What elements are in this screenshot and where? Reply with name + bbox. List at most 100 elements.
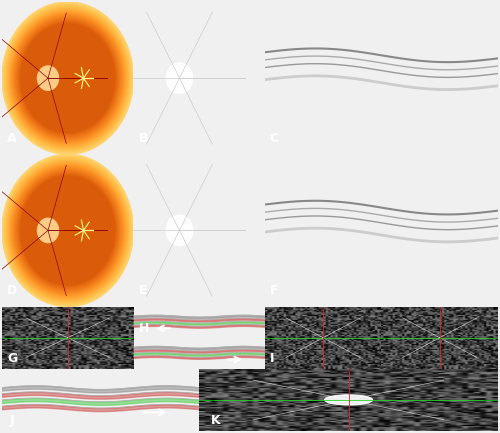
Circle shape <box>8 10 127 147</box>
Circle shape <box>6 159 130 302</box>
Circle shape <box>16 170 120 291</box>
Circle shape <box>16 170 120 291</box>
Circle shape <box>10 12 125 145</box>
Circle shape <box>14 168 122 293</box>
Circle shape <box>15 17 120 139</box>
Circle shape <box>8 162 127 299</box>
Circle shape <box>7 8 128 149</box>
Circle shape <box>12 14 123 142</box>
Circle shape <box>12 14 123 142</box>
Text: H: H <box>138 322 149 335</box>
Circle shape <box>12 166 123 295</box>
Circle shape <box>4 4 132 152</box>
Circle shape <box>14 16 121 140</box>
Circle shape <box>8 10 126 146</box>
Circle shape <box>12 166 124 295</box>
Circle shape <box>6 6 130 150</box>
Text: F: F <box>270 284 278 297</box>
Circle shape <box>10 11 126 145</box>
Circle shape <box>6 7 128 149</box>
Circle shape <box>13 15 122 142</box>
Circle shape <box>19 174 116 287</box>
Circle shape <box>2 154 134 307</box>
Circle shape <box>21 24 114 132</box>
Circle shape <box>166 63 192 94</box>
Circle shape <box>8 8 128 148</box>
Circle shape <box>8 161 128 300</box>
Circle shape <box>12 165 124 296</box>
Circle shape <box>11 165 124 296</box>
Circle shape <box>8 162 126 299</box>
Circle shape <box>12 13 124 143</box>
Circle shape <box>14 15 122 141</box>
Circle shape <box>5 158 130 303</box>
Text: G: G <box>8 352 18 365</box>
Circle shape <box>10 12 125 144</box>
Circle shape <box>16 17 120 139</box>
Circle shape <box>324 395 372 405</box>
Circle shape <box>3 156 132 305</box>
Circle shape <box>2 3 133 154</box>
Circle shape <box>4 157 132 304</box>
Circle shape <box>10 164 125 297</box>
Circle shape <box>3 3 132 153</box>
Circle shape <box>10 165 125 297</box>
Circle shape <box>18 21 117 135</box>
Circle shape <box>18 20 117 136</box>
Text: A: A <box>8 132 17 145</box>
Circle shape <box>166 215 192 246</box>
Circle shape <box>10 11 126 145</box>
Circle shape <box>3 3 132 153</box>
Text: I: I <box>270 352 274 365</box>
Circle shape <box>14 168 122 293</box>
Circle shape <box>18 174 117 288</box>
Circle shape <box>2 155 133 306</box>
Circle shape <box>4 157 131 304</box>
Circle shape <box>3 155 132 306</box>
Circle shape <box>13 167 122 294</box>
Circle shape <box>5 158 130 304</box>
Circle shape <box>20 176 115 285</box>
Text: C: C <box>270 132 278 145</box>
Circle shape <box>12 167 123 294</box>
Circle shape <box>17 171 118 289</box>
Circle shape <box>4 5 131 152</box>
Circle shape <box>5 5 130 151</box>
Circle shape <box>7 160 128 301</box>
Circle shape <box>20 175 116 286</box>
Circle shape <box>6 158 130 303</box>
Text: J: J <box>10 414 14 427</box>
Circle shape <box>8 161 128 300</box>
Circle shape <box>6 159 129 301</box>
Circle shape <box>16 171 119 290</box>
Circle shape <box>20 22 116 134</box>
Circle shape <box>5 6 130 151</box>
Circle shape <box>14 169 121 292</box>
Circle shape <box>11 13 124 144</box>
Circle shape <box>21 176 114 284</box>
Circle shape <box>18 21 117 136</box>
Circle shape <box>16 19 119 137</box>
Circle shape <box>14 16 121 140</box>
Circle shape <box>10 163 126 298</box>
Circle shape <box>38 218 58 242</box>
Circle shape <box>18 173 117 288</box>
Circle shape <box>22 24 114 132</box>
Circle shape <box>4 4 132 152</box>
Circle shape <box>9 162 127 298</box>
Circle shape <box>20 175 116 286</box>
Circle shape <box>2 2 134 154</box>
Circle shape <box>16 19 119 138</box>
Circle shape <box>20 23 116 134</box>
Circle shape <box>17 19 118 137</box>
Circle shape <box>9 10 127 146</box>
Circle shape <box>38 66 58 90</box>
Circle shape <box>20 23 115 133</box>
Circle shape <box>18 172 118 289</box>
Circle shape <box>6 7 129 149</box>
Circle shape <box>18 173 117 288</box>
Text: E: E <box>138 284 147 297</box>
Circle shape <box>10 163 126 297</box>
Circle shape <box>4 156 132 305</box>
Circle shape <box>18 20 118 136</box>
